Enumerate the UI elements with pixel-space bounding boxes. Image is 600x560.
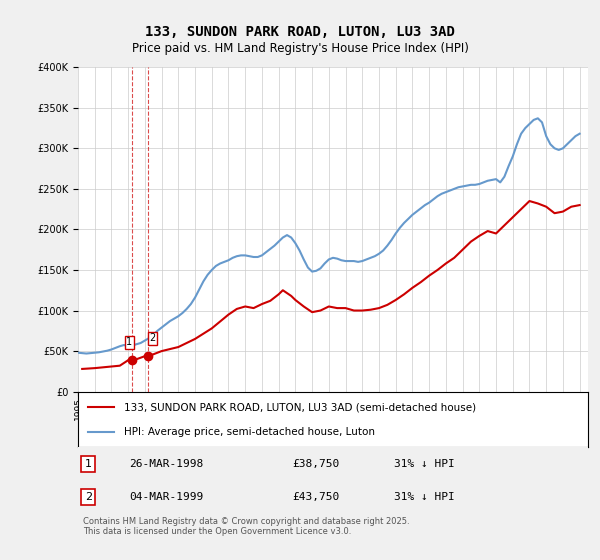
Text: Price paid vs. HM Land Registry's House Price Index (HPI): Price paid vs. HM Land Registry's House … bbox=[131, 42, 469, 55]
Text: £38,750: £38,750 bbox=[292, 459, 340, 469]
Text: 2: 2 bbox=[85, 492, 92, 502]
Text: 2: 2 bbox=[149, 333, 156, 343]
Text: 04-MAR-1999: 04-MAR-1999 bbox=[129, 492, 203, 502]
Text: 133, SUNDON PARK ROAD, LUTON, LU3 3AD (semi-detached house): 133, SUNDON PARK ROAD, LUTON, LU3 3AD (s… bbox=[124, 402, 476, 412]
Text: £43,750: £43,750 bbox=[292, 492, 340, 502]
Text: 1: 1 bbox=[85, 459, 92, 469]
Text: 1: 1 bbox=[127, 337, 133, 347]
Text: Contains HM Land Registry data © Crown copyright and database right 2025.
This d: Contains HM Land Registry data © Crown c… bbox=[83, 517, 410, 536]
Text: 133, SUNDON PARK ROAD, LUTON, LU3 3AD: 133, SUNDON PARK ROAD, LUTON, LU3 3AD bbox=[145, 25, 455, 39]
Text: 31% ↓ HPI: 31% ↓ HPI bbox=[394, 492, 455, 502]
Text: 26-MAR-1998: 26-MAR-1998 bbox=[129, 459, 203, 469]
Text: HPI: Average price, semi-detached house, Luton: HPI: Average price, semi-detached house,… bbox=[124, 427, 375, 437]
Text: 31% ↓ HPI: 31% ↓ HPI bbox=[394, 459, 455, 469]
